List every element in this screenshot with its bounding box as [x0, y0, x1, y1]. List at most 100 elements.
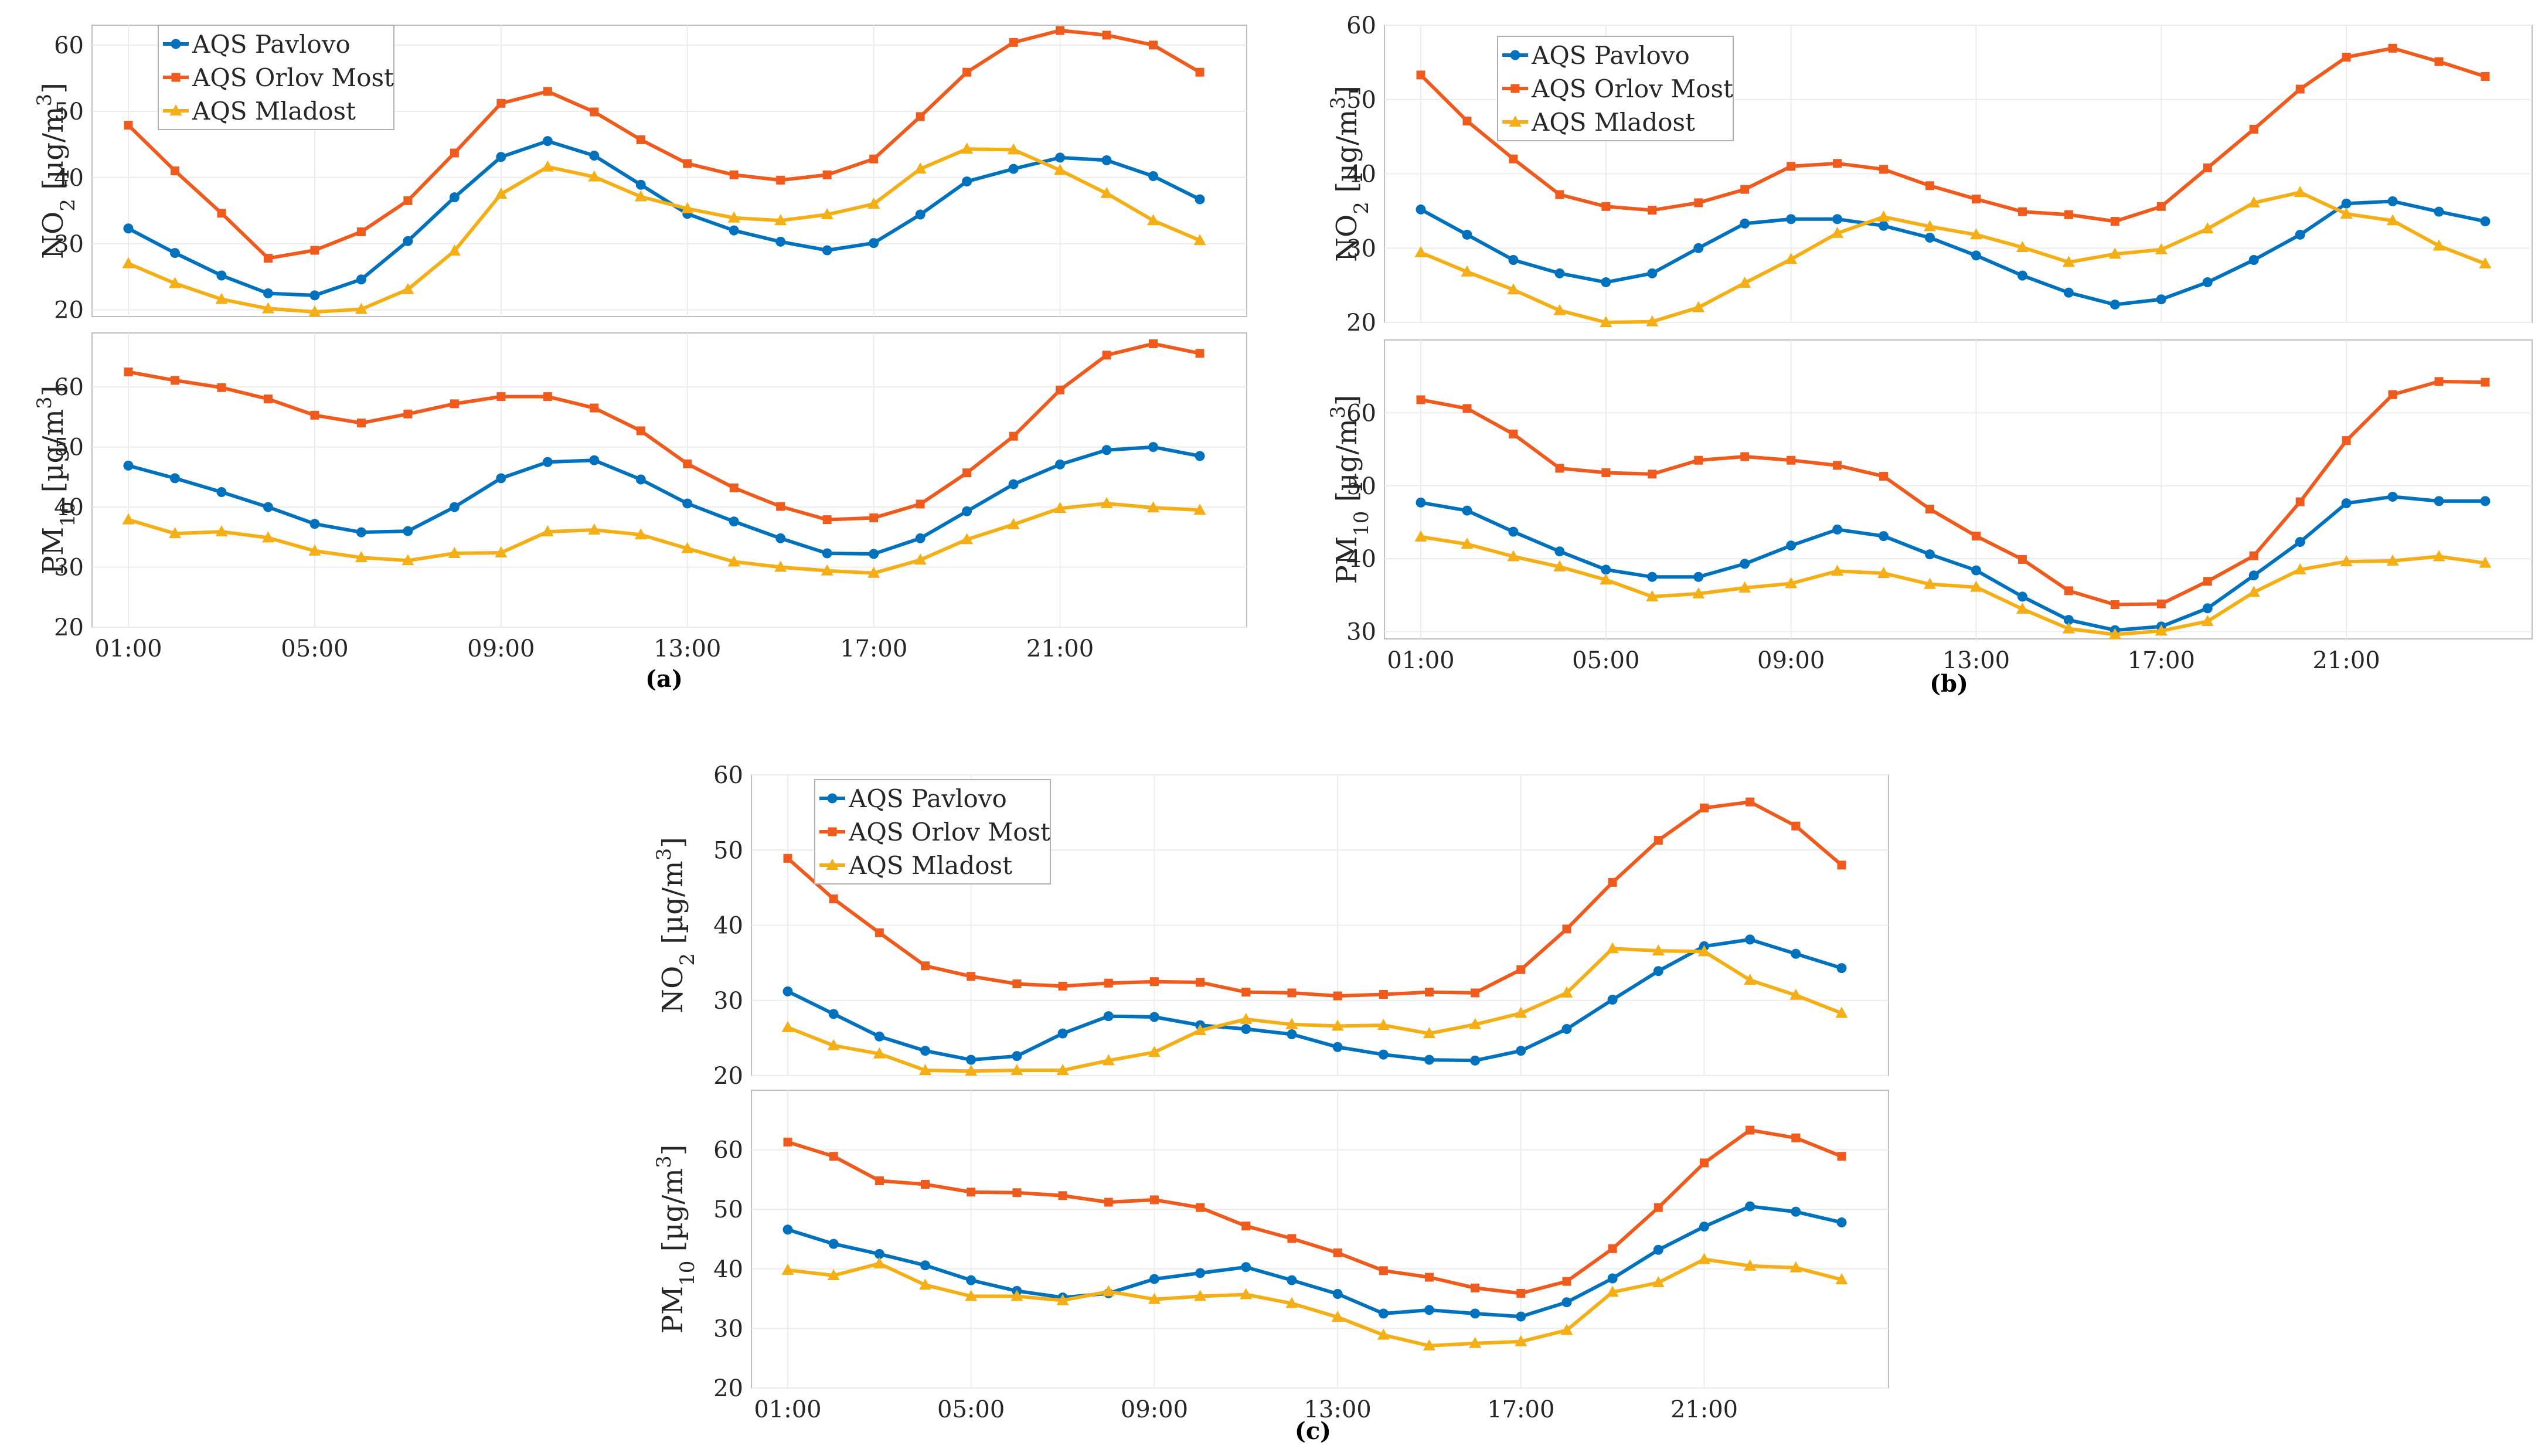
series-aqs-orlov-most-point: [2064, 210, 2073, 219]
series-aqs-pavlovo-point: [1378, 1308, 1389, 1319]
series-aqs-mladost-point: [1414, 246, 1427, 257]
series-aqs-orlov-most-point: [1648, 206, 1657, 215]
series-aqs-pavlovo-point: [2387, 491, 2398, 502]
series-aqs-orlov-most: [1416, 377, 2490, 610]
series-aqs-mladost-point: [2479, 556, 2492, 568]
series-aqs-mladost-line: [1420, 535, 2486, 637]
series-aqs-pavlovo-point: [1424, 1305, 1434, 1315]
series-aqs-orlov-most-point: [1058, 1191, 1067, 1200]
series-aqs-mladost-point: [919, 1064, 932, 1076]
series-aqs-mladost-point: [1652, 944, 1665, 956]
series-aqs-mladost: [1414, 530, 2492, 639]
series-aqs-orlov-most-point: [962, 67, 972, 77]
series-aqs-orlov-most-point: [962, 468, 972, 478]
series-aqs-mladost-point: [1423, 1339, 1435, 1350]
series-aqs-pavlovo-point: [2248, 255, 2259, 266]
x-tick-label: 21:00: [1026, 635, 1094, 662]
y-tick-label: 40: [713, 1256, 743, 1283]
series-aqs-pavlovo-point: [1879, 531, 1889, 542]
series-aqs-orlov-most-point: [1879, 165, 1889, 174]
series-aqs-orlov-most-point: [543, 392, 552, 402]
series-aqs-pavlovo-point: [2063, 615, 2074, 625]
series-aqs-orlov-most-point: [1787, 455, 1796, 465]
x-tick-label: 21:00: [2312, 647, 2380, 674]
series-aqs-mladost-point: [1100, 496, 1113, 508]
legend-point: [828, 827, 837, 836]
series-aqs-mladost: [122, 142, 1206, 317]
legend-box: [158, 25, 394, 130]
series-aqs-pavlovo-point: [1012, 1051, 1022, 1062]
y-axis-label: PM10 [µg/m3]: [1326, 395, 1373, 584]
series-aqs-mladost-point: [541, 525, 554, 537]
legend-item-aqs-pavlovo: AQS Pavlovo: [1502, 41, 1690, 70]
series-aqs-mladost-point: [215, 292, 228, 304]
series-aqs-orlov-most-point: [1149, 1195, 1159, 1205]
series-aqs-orlov-most-point: [1971, 532, 1981, 541]
subplot-pm10-a: 01:00 05:00 09:00 13:00 17:00 21:00 20 30 40 50 60…: [33, 332, 1247, 662]
series-aqs-orlov-most-point: [2017, 554, 2027, 564]
series-aqs-pavlovo-point: [915, 533, 926, 543]
series-aqs-orlov-most-point: [1149, 977, 1159, 986]
series-aqs-orlov-most-point: [1516, 965, 1526, 974]
y-tick-label: 60: [54, 32, 84, 59]
series-aqs-pavlovo-point: [1508, 526, 1519, 537]
series-aqs-mladost-point: [1147, 501, 1160, 513]
series-aqs-pavlovo-point: [1195, 194, 1205, 205]
series-aqs-pavlovo-point: [1699, 1222, 1709, 1232]
series-aqs-orlov-most-point: [543, 87, 552, 96]
series-aqs-pavlovo-point: [828, 1239, 839, 1249]
legend-point: [1510, 50, 1520, 60]
series-aqs-mladost-point: [1054, 502, 1067, 513]
series-aqs-mladost-point: [1007, 518, 1020, 529]
series-aqs-mladost-point: [1835, 1273, 1848, 1285]
x-tick-label: 09:00: [1757, 647, 1825, 674]
series-aqs-mladost-point: [448, 244, 461, 256]
series-aqs-pavlovo-point: [1836, 963, 1847, 974]
series-aqs-pavlovo-point: [822, 548, 832, 559]
series-aqs-orlov-most-point: [822, 515, 832, 525]
series-aqs-pavlovo-point: [1287, 1275, 1297, 1285]
series-aqs-pavlovo-point: [1332, 1042, 1343, 1052]
series-aqs-pavlovo-point: [2017, 591, 2027, 602]
series-aqs-mladost-point: [1469, 1018, 1482, 1029]
series-aqs-pavlovo-point: [2295, 537, 2305, 547]
series-aqs-orlov-most-point: [875, 1176, 884, 1185]
series-aqs-mladost-point: [588, 170, 601, 182]
series-aqs-pavlovo-point: [2017, 270, 2027, 281]
series-aqs-pavlovo-point: [1879, 220, 1889, 231]
series-aqs-pavlovo-point: [1424, 1054, 1434, 1065]
series-aqs-mladost-point: [1697, 1253, 1710, 1264]
series-aqs-orlov-most-point: [776, 175, 785, 185]
series-aqs-orlov-most-point: [1287, 1234, 1297, 1243]
legend-box: [814, 779, 1051, 885]
series-aqs-orlov-most-point: [783, 1137, 792, 1147]
series-aqs-mladost-point: [1877, 210, 1890, 222]
x-tick-label: 13:00: [1942, 647, 2010, 674]
series-aqs-orlov-most-point: [2434, 377, 2444, 386]
series-aqs-orlov-most-point: [217, 209, 226, 218]
series-aqs-orlov-most-point: [1653, 836, 1663, 845]
y-tick-label: 50: [1346, 87, 1376, 114]
series-aqs-orlov-most-point: [1333, 1248, 1342, 1257]
series-aqs-pavlovo-point: [2480, 216, 2490, 227]
series-aqs-orlov-most: [124, 26, 1205, 263]
x-tick-label: 01:00: [1387, 647, 1454, 674]
series-aqs-mladost-point: [2247, 586, 2260, 597]
series-aqs-mladost-point: [2016, 603, 2029, 614]
series-aqs-pavlovo-point: [1462, 505, 1472, 516]
series-aqs-orlov-most-point: [1462, 404, 1472, 413]
legend-point: [1509, 115, 1522, 127]
series-aqs-pavlovo-point: [1971, 565, 1981, 576]
series-aqs-orlov-most-point: [921, 961, 930, 971]
series-aqs-pavlovo-line: [1420, 495, 2485, 632]
series-aqs-orlov-most-point: [1608, 1244, 1617, 1253]
series-aqs-orlov-most-point: [1555, 190, 1564, 199]
series-aqs-pavlovo-point: [1416, 497, 1426, 508]
x-tick-label: 13:00: [1304, 1396, 1371, 1423]
series-aqs-orlov-most: [124, 339, 1205, 525]
series-aqs-mladost-point: [541, 160, 554, 172]
series-aqs-mladost-point: [2294, 186, 2306, 198]
series-aqs-pavlovo-point: [775, 533, 786, 543]
series-aqs-pavlovo-point: [309, 290, 320, 301]
series-aqs-orlov-most-point: [310, 246, 319, 255]
